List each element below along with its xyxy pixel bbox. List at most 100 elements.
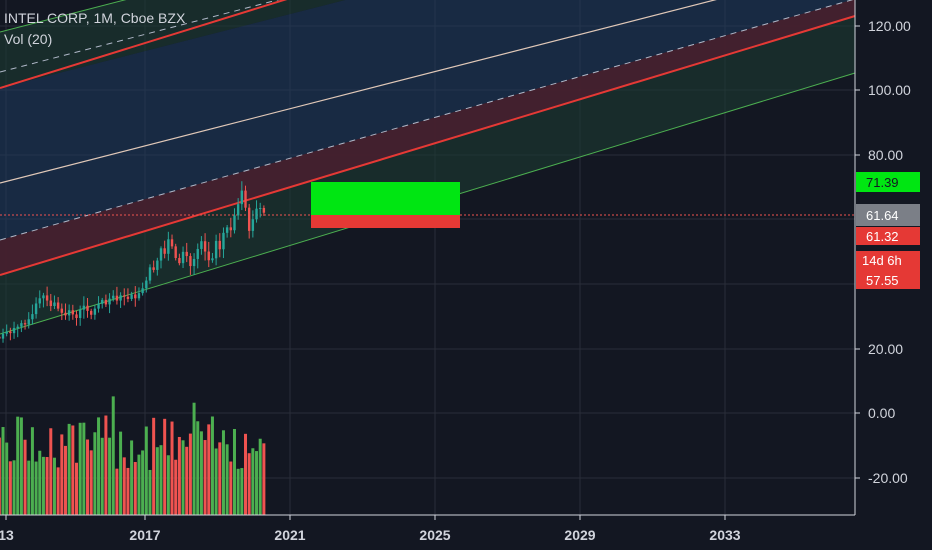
target-price-tag (856, 172, 920, 192)
volume-bar (137, 454, 141, 515)
volume-bar (199, 431, 203, 515)
volume-bar (0, 437, 1, 515)
volume-bar (247, 453, 251, 515)
volume-bar (181, 440, 185, 515)
candle-body (170, 239, 174, 247)
volume-bar (119, 431, 123, 515)
volume-bar (188, 433, 192, 515)
candle-body (255, 208, 258, 220)
price-tick-label: 20.00 (868, 341, 903, 357)
volume-bar (236, 468, 240, 515)
volume-bar (122, 457, 126, 515)
candle-body (185, 251, 188, 257)
upper-red-line (0, 0, 288, 89)
candle-body (163, 248, 166, 254)
candle-body (218, 240, 221, 250)
candle-body (64, 312, 67, 316)
volume-bar (115, 468, 119, 515)
volume-bar (104, 415, 108, 515)
candle-body (78, 309, 82, 318)
volume-bar (97, 417, 101, 515)
candle-body (174, 246, 177, 258)
candle-body (5, 331, 8, 334)
volume-bar (258, 438, 262, 515)
candle-body (137, 293, 141, 299)
volume-bar (174, 459, 178, 515)
mid-white-line (0, 0, 717, 184)
candle-body (93, 308, 97, 315)
lower-dashed-line (0, 0, 854, 241)
volume-bar (141, 450, 145, 515)
volume-bar (60, 434, 64, 515)
candle-body (31, 314, 34, 320)
candle-body (101, 299, 104, 304)
candle-body (214, 240, 218, 259)
last-price-tag (856, 204, 920, 226)
time-tick-label: 2021 (274, 527, 305, 543)
volume-bar (16, 416, 20, 515)
volume-bar (207, 424, 211, 515)
volume-bar (214, 448, 218, 515)
time-axis[interactable]: 13 2017 2021 2025 2029 2033 (0, 515, 741, 543)
volume-bar (232, 428, 236, 515)
volume-bar (86, 439, 90, 515)
candle-body (123, 295, 126, 297)
countdown-label: 14d 6h (862, 253, 902, 268)
volume-bar (240, 468, 244, 515)
volume-bar (56, 467, 60, 515)
volume-bar (89, 450, 93, 515)
candle-body (233, 215, 236, 231)
candle-body (203, 241, 207, 252)
stop-price-tag (856, 227, 920, 245)
volume-bar (82, 422, 86, 515)
candle-body (42, 295, 45, 299)
candle-body (38, 298, 41, 304)
volume-bar (192, 402, 196, 515)
time-tick-label: 2033 (709, 527, 740, 543)
volume-bar (148, 469, 152, 515)
candle-body (200, 241, 203, 249)
candle-body (53, 302, 56, 307)
lower-red-line (0, 15, 856, 276)
volume-bar (166, 455, 170, 515)
candle-body (134, 294, 137, 299)
candle-body (189, 256, 192, 267)
candle-body (148, 267, 152, 281)
candle-body (45, 295, 49, 301)
volume-bar (210, 416, 214, 515)
volume-bar (75, 462, 79, 515)
candle-body (27, 319, 30, 325)
chart-legend: INTEL CORP, 1M, Cboe BZX Vol (20) (4, 8, 185, 50)
volume-bar (23, 439, 27, 515)
candle-body (56, 302, 60, 309)
volume-bar (262, 443, 266, 515)
volume-bar (155, 447, 159, 515)
target-zone[interactable] (311, 182, 460, 215)
candle-body (60, 308, 64, 313)
volume-bar (78, 422, 82, 515)
volume-bar (177, 436, 181, 515)
candle-body (23, 323, 27, 325)
volume-bar (185, 446, 189, 515)
stop-zone[interactable] (311, 215, 460, 228)
symbol-title[interactable]: INTEL CORP, 1M, Cboe BZX (4, 10, 186, 26)
volume-bar (255, 451, 259, 515)
candle-body (207, 251, 210, 261)
volume-bar (111, 396, 115, 515)
price-axis[interactable]: 120.00 100.00 80.00 20.00 0.00 -20.00 (855, 18, 911, 486)
candle-body (0, 336, 1, 339)
price-tick-label: 80.00 (868, 147, 903, 163)
time-tick-label: 2025 (419, 527, 450, 543)
time-tick-label: 13 (0, 527, 14, 543)
candle-body (145, 280, 148, 289)
candle-body (108, 298, 111, 305)
candle-body (130, 294, 133, 299)
candles (0, 181, 266, 343)
volume-bar (1, 427, 5, 515)
candle-body (192, 258, 196, 267)
candle-body (34, 303, 38, 315)
top-channel-fill (0, 0, 346, 88)
volume-indicator-title[interactable]: Vol (20) (4, 31, 53, 47)
